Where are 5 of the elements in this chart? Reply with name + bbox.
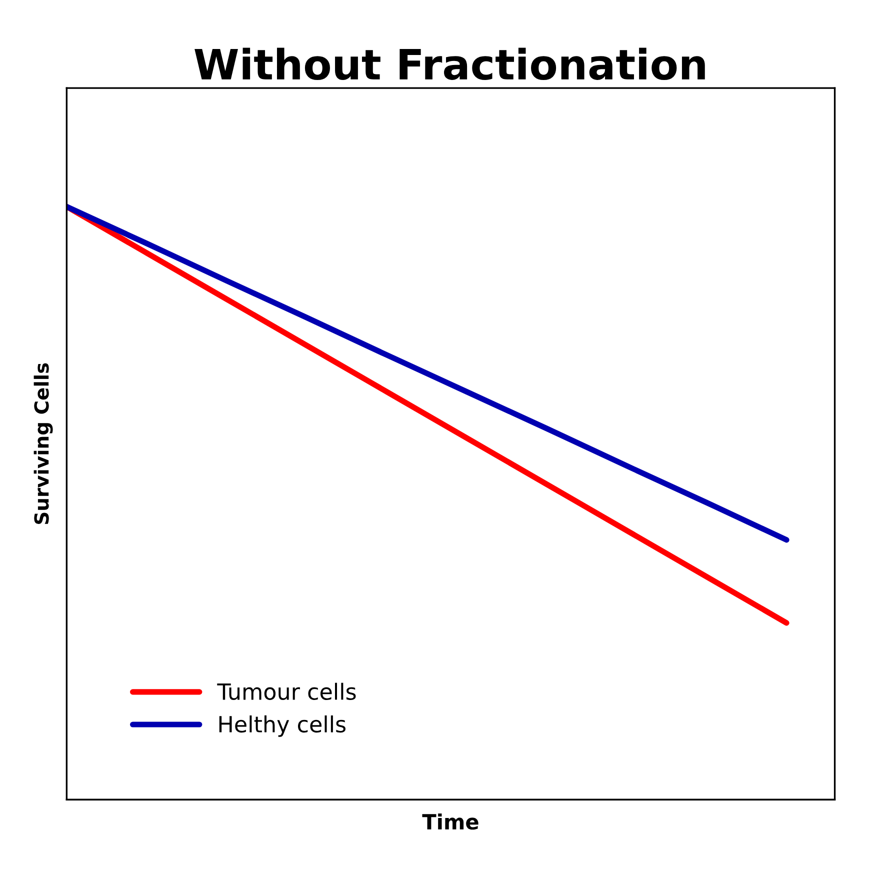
chart-title: Without Fractionation — [194, 48, 705, 80]
legend-label: Helthy cells — [219, 715, 346, 737]
y-axis-title: Surviving Cells — [34, 363, 53, 524]
x-axis-title: Time — [422, 814, 478, 830]
legend-label: Tumour cells — [217, 682, 356, 700]
